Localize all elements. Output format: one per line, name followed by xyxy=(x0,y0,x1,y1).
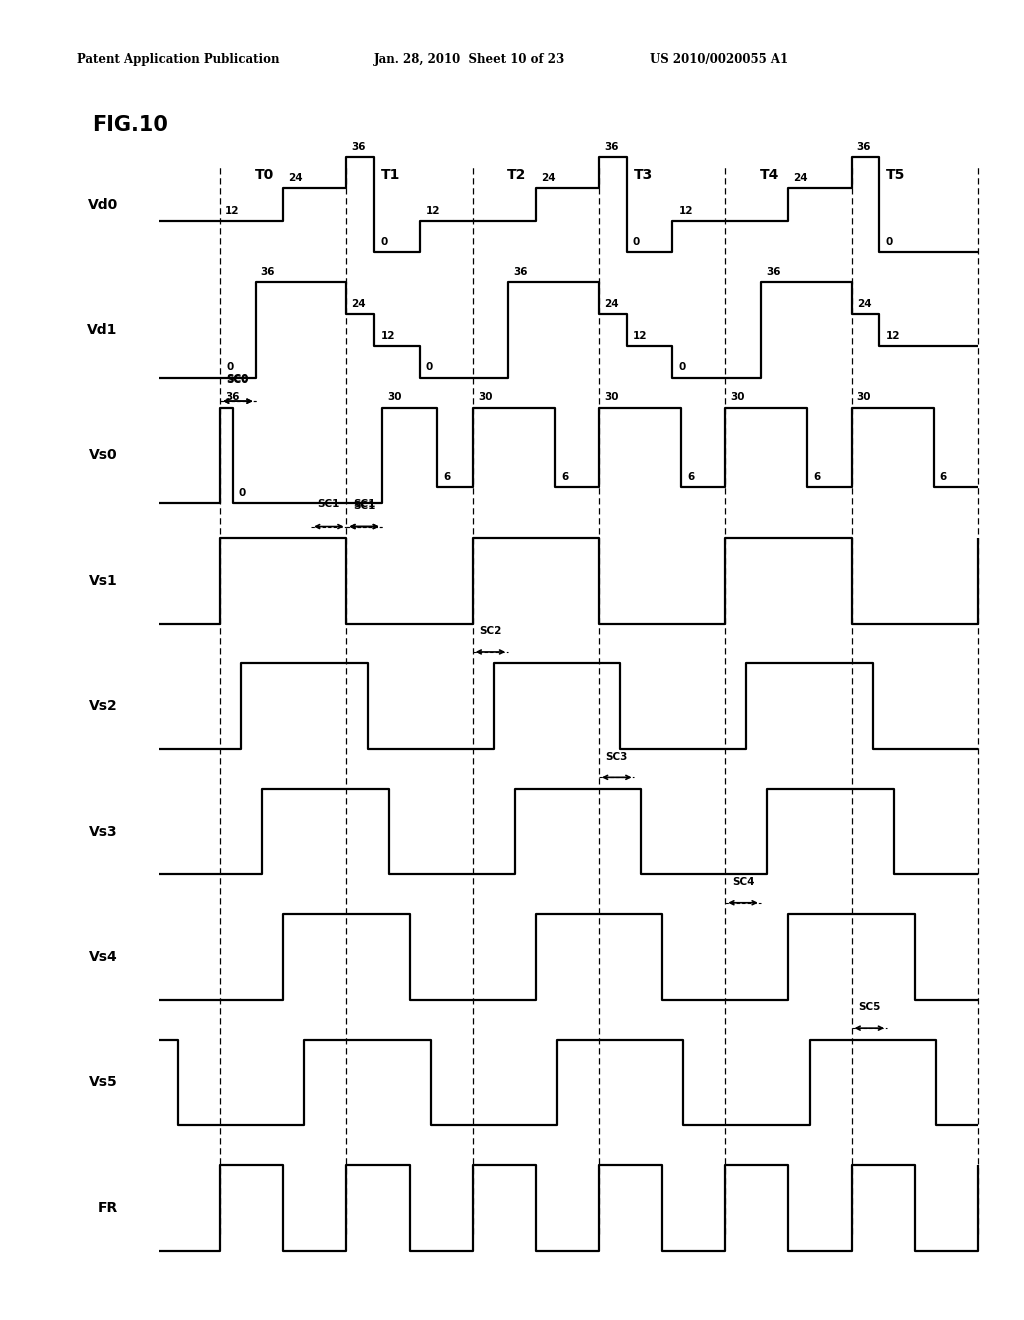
Text: 0: 0 xyxy=(886,238,893,247)
Text: 30: 30 xyxy=(604,392,618,403)
Text: 12: 12 xyxy=(886,331,900,341)
Text: Vs4: Vs4 xyxy=(89,950,118,964)
Text: 12: 12 xyxy=(225,206,240,215)
Text: SC5: SC5 xyxy=(858,1002,881,1012)
Text: 24: 24 xyxy=(604,298,618,309)
Text: SC1: SC1 xyxy=(317,499,340,510)
Text: 30: 30 xyxy=(387,392,401,403)
Text: FIG.10: FIG.10 xyxy=(92,115,168,136)
Text: Vd0: Vd0 xyxy=(87,198,118,211)
Text: Patent Application Publication: Patent Application Publication xyxy=(77,53,280,66)
Text: Vd1: Vd1 xyxy=(87,323,118,337)
Text: 30: 30 xyxy=(730,392,744,403)
Text: 30: 30 xyxy=(478,392,493,403)
Text: 6: 6 xyxy=(443,471,451,482)
Text: 24: 24 xyxy=(794,173,808,183)
Text: 12: 12 xyxy=(679,206,693,215)
Text: 0: 0 xyxy=(633,238,640,247)
Text: Vs0: Vs0 xyxy=(89,449,118,462)
Text: 36: 36 xyxy=(261,267,275,277)
Text: 24: 24 xyxy=(541,173,556,183)
Text: 36: 36 xyxy=(513,267,527,277)
Text: Jan. 28, 2010  Sheet 10 of 23: Jan. 28, 2010 Sheet 10 of 23 xyxy=(374,53,565,66)
Text: SC0: SC0 xyxy=(226,375,249,385)
Text: SC0: SC0 xyxy=(226,374,249,384)
Text: 6: 6 xyxy=(814,471,821,482)
Text: FR: FR xyxy=(97,1201,118,1214)
Text: 36: 36 xyxy=(766,267,780,277)
Text: 36: 36 xyxy=(225,392,240,403)
Text: SC4: SC4 xyxy=(732,876,755,887)
Text: 0: 0 xyxy=(380,238,388,247)
Text: 36: 36 xyxy=(351,141,366,152)
Text: 24: 24 xyxy=(857,298,871,309)
Text: 6: 6 xyxy=(561,471,568,482)
Text: 36: 36 xyxy=(857,141,871,152)
Text: SC2: SC2 xyxy=(479,626,502,636)
Text: 24: 24 xyxy=(351,298,367,309)
Text: 6: 6 xyxy=(940,471,947,482)
Text: T3: T3 xyxy=(634,168,653,182)
Text: 0: 0 xyxy=(426,363,433,372)
Text: T5: T5 xyxy=(886,168,905,182)
Text: 12: 12 xyxy=(426,206,440,215)
Text: 0: 0 xyxy=(226,363,233,372)
Text: T4: T4 xyxy=(760,168,779,182)
Text: 6: 6 xyxy=(687,471,694,482)
Text: 36: 36 xyxy=(604,141,618,152)
Text: 12: 12 xyxy=(380,331,395,341)
Text: US 2010/0020055 A1: US 2010/0020055 A1 xyxy=(650,53,788,66)
Text: T2: T2 xyxy=(507,168,526,182)
Text: SC3: SC3 xyxy=(605,751,628,762)
Text: T1: T1 xyxy=(381,168,400,182)
Text: Vs3: Vs3 xyxy=(89,825,118,838)
Text: 30: 30 xyxy=(857,392,871,403)
Text: T0: T0 xyxy=(255,168,274,182)
Text: SC1: SC1 xyxy=(353,500,376,511)
Text: 0: 0 xyxy=(679,363,686,372)
Text: 24: 24 xyxy=(289,173,303,183)
Text: 0: 0 xyxy=(239,488,246,498)
Text: 12: 12 xyxy=(633,331,647,341)
Text: Vs1: Vs1 xyxy=(89,574,118,587)
Text: Vs5: Vs5 xyxy=(89,1076,118,1089)
Text: SC1: SC1 xyxy=(353,499,376,510)
Text: Vs2: Vs2 xyxy=(89,700,118,713)
